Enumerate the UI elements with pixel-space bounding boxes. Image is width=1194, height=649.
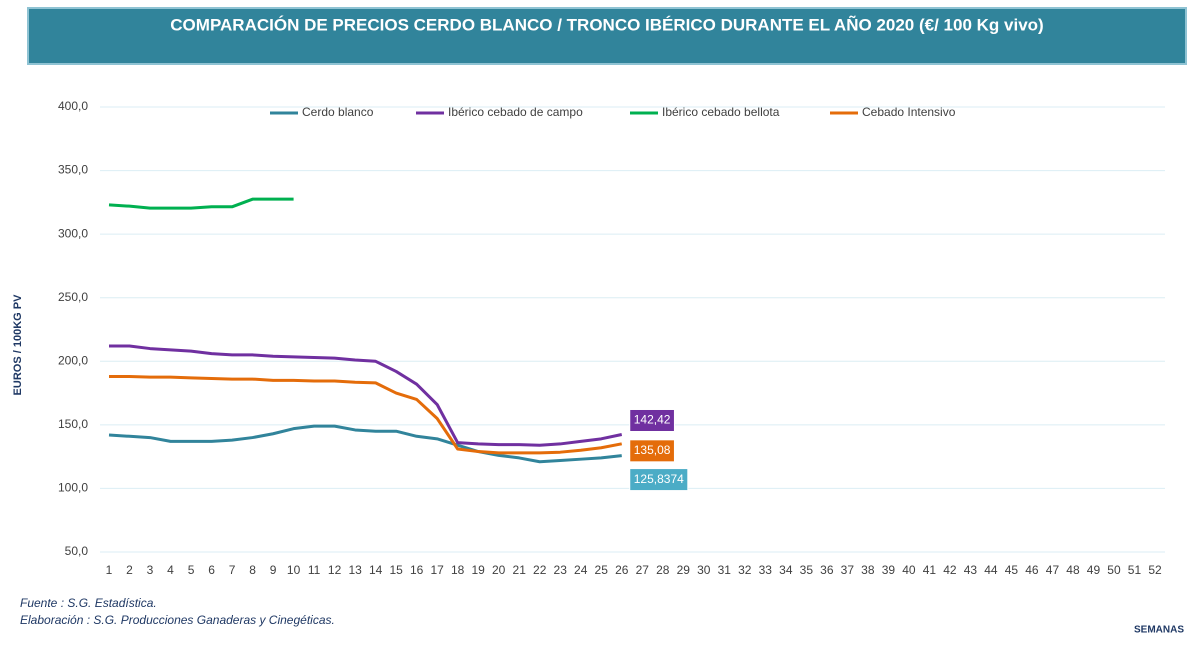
x-tick-label: 36 <box>820 563 834 577</box>
x-tick-label: 24 <box>574 563 588 577</box>
y-tick-label: 400,0 <box>58 99 88 113</box>
footnote: Fuente : S.G. Estadística. <box>20 596 157 610</box>
value-label: 125,8374 <box>634 472 684 486</box>
x-tick-label: 35 <box>800 563 814 577</box>
x-tick-label: 14 <box>369 563 383 577</box>
x-tick-label: 10 <box>287 563 301 577</box>
x-tick-label: 29 <box>677 563 691 577</box>
series-line <box>108 197 294 210</box>
x-tick-label: 23 <box>554 563 568 577</box>
x-tick-label: 52 <box>1148 563 1162 577</box>
x-tick-label: 48 <box>1066 563 1080 577</box>
x-tick-label: 9 <box>270 563 277 577</box>
x-tick-label: 41 <box>923 563 937 577</box>
y-axis-label: EUROS / 100KG PV <box>12 294 24 396</box>
x-tick-label: 17 <box>430 563 444 577</box>
y-tick-label: 300,0 <box>58 226 88 240</box>
x-tick-label: 45 <box>1005 563 1019 577</box>
x-tick-label: 43 <box>964 563 978 577</box>
legend-label: Ibérico cebado bellota <box>662 105 780 119</box>
y-tick-label: 200,0 <box>58 353 88 367</box>
x-tick-label: 5 <box>188 563 195 577</box>
x-tick-label: 38 <box>861 563 875 577</box>
x-tick-label: 27 <box>636 563 650 577</box>
x-tick-label: 51 <box>1128 563 1142 577</box>
x-tick-label: 8 <box>249 563 256 577</box>
value-label: 142,42 <box>634 413 671 427</box>
y-tick-label: 50,0 <box>65 544 89 558</box>
series-line <box>108 424 622 464</box>
x-tick-label: 39 <box>882 563 896 577</box>
x-tick-label: 19 <box>471 563 485 577</box>
x-tick-label: 50 <box>1107 563 1121 577</box>
x-tick-label: 22 <box>533 563 547 577</box>
footnote: Elaboración : S.G. Producciones Ganadera… <box>20 613 335 627</box>
x-tick-label: 26 <box>615 563 629 577</box>
x-tick-label: 16 <box>410 563 424 577</box>
x-tick-label: 32 <box>738 563 752 577</box>
y-tick-label: 150,0 <box>58 417 88 431</box>
x-tick-label: 25 <box>595 563 609 577</box>
x-tick-label: 12 <box>328 563 342 577</box>
value-label: 135,08 <box>634 443 671 457</box>
x-tick-label: 37 <box>841 563 855 577</box>
series-line <box>109 375 623 455</box>
x-tick-label: 20 <box>492 563 506 577</box>
x-tick-label: 18 <box>451 563 465 577</box>
x-tick-label: 21 <box>513 563 527 577</box>
x-tick-label: 40 <box>902 563 916 577</box>
x-tick-label: 33 <box>759 563 773 577</box>
x-tick-label: 11 <box>308 563 321 577</box>
y-tick-label: 250,0 <box>58 290 88 304</box>
x-tick-label: 34 <box>779 563 793 577</box>
x-tick-label: 3 <box>147 563 154 577</box>
x-tick-label: 1 <box>106 563 113 577</box>
x-tick-label: 4 <box>167 563 174 577</box>
value-label-box <box>629 408 675 432</box>
x-tick-label: 42 <box>943 563 957 577</box>
legend-label: Ibérico cebado de campo <box>448 105 583 119</box>
x-tick-label: 6 <box>208 563 215 577</box>
legend-label: Cerdo blanco <box>302 105 374 119</box>
x-tick-label: 2 <box>126 563 133 577</box>
x-tick-label: 13 <box>348 563 362 577</box>
x-tick-label: 46 <box>1025 563 1039 577</box>
x-tick-label: 49 <box>1087 563 1101 577</box>
x-tick-label: 47 <box>1046 563 1060 577</box>
x-axis-label: SEMANAS <box>1134 625 1184 636</box>
value-label-box <box>629 439 675 463</box>
legend-label: Cebado Intensivo <box>862 105 956 119</box>
x-tick-label: 15 <box>389 563 403 577</box>
x-tick-label: 44 <box>984 563 998 577</box>
x-tick-label: 28 <box>656 563 670 577</box>
chart-title: COMPARACIÓN DE PRECIOS CERDO BLANCO / TR… <box>170 14 1043 34</box>
x-tick-label: 31 <box>718 563 732 577</box>
y-tick-label: 100,0 <box>58 481 88 495</box>
x-tick-label: 7 <box>229 563 236 577</box>
y-tick-label: 350,0 <box>58 163 88 177</box>
series-line <box>109 344 623 447</box>
value-label-box <box>629 468 689 492</box>
x-tick-label: 30 <box>697 563 711 577</box>
title-banner <box>27 7 1187 65</box>
